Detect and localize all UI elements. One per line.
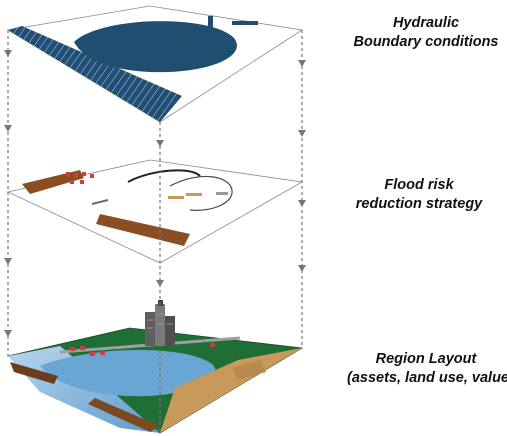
guide-lines: [7, 30, 303, 433]
flood-risk-label-line-2: reduction strategy: [355, 196, 483, 212]
flood-strategy-plane: [6, 159, 304, 264]
hydraulic-label-line-2: Boundary conditions: [353, 34, 499, 50]
hydraulic-label-line-1: Hydraulic: [392, 15, 460, 31]
basin-shape: [74, 21, 237, 73]
region-layout-label-line-1: Region Layout: [375, 351, 477, 367]
hydraulic-label: Hydraulic Boundary conditions: [350, 14, 502, 52]
arrow-down-icon: [4, 50, 306, 337]
region-layout-plane: [6, 300, 304, 434]
region-layout-label-line-2: (assets, land use, values): [347, 370, 507, 386]
house-icon: [70, 343, 215, 356]
flood-risk-label-line-1: Flood risk: [384, 177, 454, 193]
dike-segment: [96, 214, 190, 246]
wave-band: [8, 26, 182, 122]
hydraulic-plane: [6, 5, 304, 123]
flood-risk-label: Flood risk reduction strategy: [336, 176, 502, 214]
region-layout-label: Region Layout (assets, land use, values): [347, 350, 507, 388]
house-icon: [66, 172, 94, 184]
